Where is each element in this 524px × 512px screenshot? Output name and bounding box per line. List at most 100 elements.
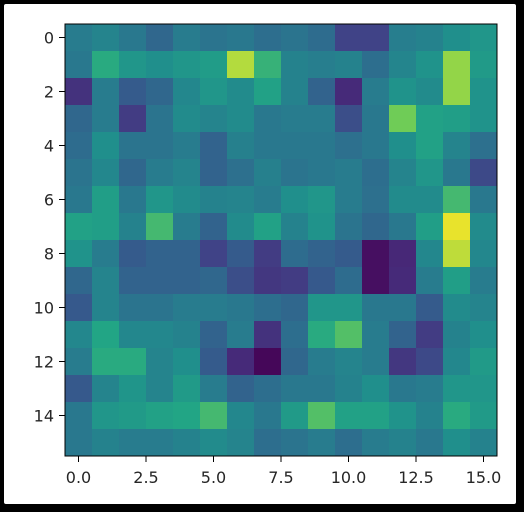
heatmap-cell-r7-c13 bbox=[416, 213, 444, 241]
heatmap-cell-r4-c6 bbox=[227, 132, 255, 160]
heatmap-cell-r7-c10 bbox=[335, 213, 363, 241]
heatmap-cell-r9-c13 bbox=[416, 267, 444, 295]
y-axis: 0 2 4 6 8 10 12 14 bbox=[34, 29, 65, 426]
heatmap-cell-r9-c10 bbox=[335, 267, 363, 295]
y-tick-label: 14 bbox=[34, 407, 54, 426]
heatmap-cell-r3-c10 bbox=[335, 105, 363, 133]
heatmap-cell-r13-c10 bbox=[335, 375, 363, 403]
heatmap-cell-r8-c6 bbox=[227, 240, 255, 268]
heatmap-cell-r14-c8 bbox=[281, 402, 309, 430]
heatmap-cell-r1-c15 bbox=[470, 51, 498, 79]
heatmap-cell-r5-c0 bbox=[65, 159, 93, 187]
heatmap-cell-r7-c15 bbox=[470, 213, 498, 241]
heatmap-cell-r4-c10 bbox=[335, 132, 363, 160]
heatmap-cell-r1-c9 bbox=[308, 51, 336, 79]
heatmap-cell-r14-c0 bbox=[65, 402, 93, 430]
heatmap-cell-r15-c8 bbox=[281, 429, 309, 457]
heatmap-cell-r10-c15 bbox=[470, 294, 498, 322]
heatmap-cell-r12-c5 bbox=[200, 348, 228, 376]
heatmap-cell-r2-c3 bbox=[146, 78, 174, 106]
heatmap-cell-r8-c11 bbox=[362, 240, 390, 268]
heatmap-cell-r10-c10 bbox=[335, 294, 363, 322]
heatmap-cell-r3-c6 bbox=[227, 105, 255, 133]
heatmap-cell-r1-c10 bbox=[335, 51, 363, 79]
heatmap-cell-r8-c1 bbox=[92, 240, 120, 268]
heatmap-cell-r5-c5 bbox=[200, 159, 228, 187]
heatmap-cell-r3-c12 bbox=[389, 105, 417, 133]
heatmap-cell-r12-c14 bbox=[443, 348, 471, 376]
heatmap-cell-r6-c13 bbox=[416, 186, 444, 214]
heatmap-cell-r12-c15 bbox=[470, 348, 498, 376]
heatmap-cell-r13-c12 bbox=[389, 375, 417, 403]
heatmap-cell-r15-c14 bbox=[443, 429, 471, 457]
heatmap-cell-r2-c12 bbox=[389, 78, 417, 106]
heatmap-cell-r9-c3 bbox=[146, 267, 174, 295]
heatmap-cell-r13-c5 bbox=[200, 375, 228, 403]
heatmap-cell-r8-c12 bbox=[389, 240, 417, 268]
heatmap-cell-r6-c2 bbox=[119, 186, 147, 214]
heatmap-cell-r5-c14 bbox=[443, 159, 471, 187]
heatmap-cell-r3-c14 bbox=[443, 105, 471, 133]
heatmap-cell-r14-c5 bbox=[200, 402, 228, 430]
heatmap-cell-r11-c12 bbox=[389, 321, 417, 349]
heatmap-cell-r0-c8 bbox=[281, 24, 309, 52]
heatmap-cell-r9-c7 bbox=[254, 267, 282, 295]
x-tick-label: 15.0 bbox=[466, 468, 502, 487]
heatmap-cell-r1-c5 bbox=[200, 51, 228, 79]
heatmap-cell-r4-c1 bbox=[92, 132, 120, 160]
heatmap-cell-r15-c7 bbox=[254, 429, 282, 457]
heatmap-cell-r0-c14 bbox=[443, 24, 471, 52]
heatmap-cell-r4-c7 bbox=[254, 132, 282, 160]
heatmap-cell-r12-c12 bbox=[389, 348, 417, 376]
heatmap-cell-r7-c6 bbox=[227, 213, 255, 241]
heatmap-cell-r6-c5 bbox=[200, 186, 228, 214]
heatmap-cell-r5-c8 bbox=[281, 159, 309, 187]
heatmap-cell-r1-c11 bbox=[362, 51, 390, 79]
heatmap-cell-r6-c4 bbox=[173, 186, 201, 214]
heatmap-cell-r7-c3 bbox=[146, 213, 174, 241]
heatmap-cell-r1-c12 bbox=[389, 51, 417, 79]
heatmap-cell-r11-c1 bbox=[92, 321, 120, 349]
heatmap-cell-r1-c3 bbox=[146, 51, 174, 79]
heatmap-cell-r5-c12 bbox=[389, 159, 417, 187]
heatmap-cell-r10-c4 bbox=[173, 294, 201, 322]
heatmap-cell-r12-c10 bbox=[335, 348, 363, 376]
heatmap-cell-r13-c2 bbox=[119, 375, 147, 403]
heatmap-cell-r11-c4 bbox=[173, 321, 201, 349]
heatmap-cell-r13-c1 bbox=[92, 375, 120, 403]
heatmap-cell-r13-c14 bbox=[443, 375, 471, 403]
x-tick-label: 12.5 bbox=[398, 468, 434, 487]
heatmap-cell-r12-c2 bbox=[119, 348, 147, 376]
heatmap-cell-r14-c7 bbox=[254, 402, 282, 430]
heatmap-cell-r7-c14 bbox=[443, 213, 471, 241]
heatmap-cell-r15-c5 bbox=[200, 429, 228, 457]
heatmap-cell-r14-c10 bbox=[335, 402, 363, 430]
heatmap-cell-r10-c6 bbox=[227, 294, 255, 322]
heatmap-chart: 0.0 2.5 5.0 7.5 10.0 12.5 15.0 0 2 4 6 8 10 12 14 bbox=[34, 23, 502, 487]
heatmap-cell-r2-c6 bbox=[227, 78, 255, 106]
heatmap-cell-r11-c2 bbox=[119, 321, 147, 349]
heatmap-cell-r4-c14 bbox=[443, 132, 471, 160]
heatmap-cell-r4-c9 bbox=[308, 132, 336, 160]
heatmap-cell-r1-c7 bbox=[254, 51, 282, 79]
heatmap-cell-r7-c5 bbox=[200, 213, 228, 241]
heatmap-cell-r6-c3 bbox=[146, 186, 174, 214]
heatmap-cell-r5-c15 bbox=[470, 159, 498, 187]
heatmap-cell-r10-c3 bbox=[146, 294, 174, 322]
heatmap-cell-r14-c11 bbox=[362, 402, 390, 430]
y-tick-label: 4 bbox=[44, 137, 54, 156]
heatmap-cell-r7-c11 bbox=[362, 213, 390, 241]
heatmap-cell-r8-c15 bbox=[470, 240, 498, 268]
heatmap-cell-r4-c13 bbox=[416, 132, 444, 160]
heatmap-cell-r13-c4 bbox=[173, 375, 201, 403]
heatmap-cell-r12-c0 bbox=[65, 348, 93, 376]
heatmap-cell-r8-c14 bbox=[443, 240, 471, 268]
heatmap-cell-r10-c0 bbox=[65, 294, 93, 322]
heatmap-cell-r14-c3 bbox=[146, 402, 174, 430]
heatmap-cell-r10-c8 bbox=[281, 294, 309, 322]
heatmap-cell-r4-c11 bbox=[362, 132, 390, 160]
heatmap-cell-r10-c13 bbox=[416, 294, 444, 322]
heatmap-cell-r3-c5 bbox=[200, 105, 228, 133]
heatmap-cell-r8-c2 bbox=[119, 240, 147, 268]
heatmap-cell-r7-c0 bbox=[65, 213, 93, 241]
